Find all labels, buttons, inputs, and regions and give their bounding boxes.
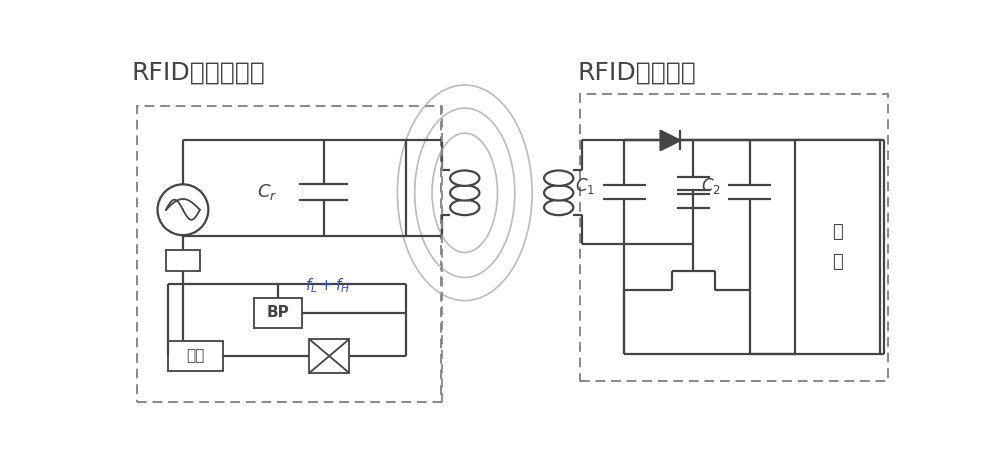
- Bar: [309, 339, 349, 373]
- Circle shape: [158, 184, 208, 235]
- Text: $f_L + f_H$: $f_L + f_H$: [305, 276, 351, 295]
- Polygon shape: [660, 130, 680, 150]
- Bar: [166, 250, 200, 270]
- Bar: [580, 94, 888, 381]
- Text: $C_r$: $C_r$: [257, 182, 278, 202]
- Text: 芯
片: 芯 片: [832, 224, 843, 271]
- Bar: [254, 298, 302, 327]
- Text: 解调: 解调: [186, 349, 204, 364]
- Bar: [168, 341, 223, 371]
- Text: $C_1$: $C_1$: [575, 176, 595, 196]
- Text: BP: BP: [266, 305, 289, 320]
- Ellipse shape: [544, 171, 573, 186]
- Text: RFID电子标签: RFID电子标签: [578, 60, 697, 84]
- Ellipse shape: [544, 185, 573, 201]
- Ellipse shape: [450, 200, 479, 215]
- Text: $C_2$: $C_2$: [701, 176, 720, 196]
- Ellipse shape: [450, 171, 479, 186]
- Text: RFID电子读写器: RFID电子读写器: [131, 60, 265, 84]
- Ellipse shape: [450, 185, 479, 201]
- Bar: [137, 106, 441, 402]
- Ellipse shape: [544, 200, 573, 215]
- Bar: [795, 140, 880, 354]
